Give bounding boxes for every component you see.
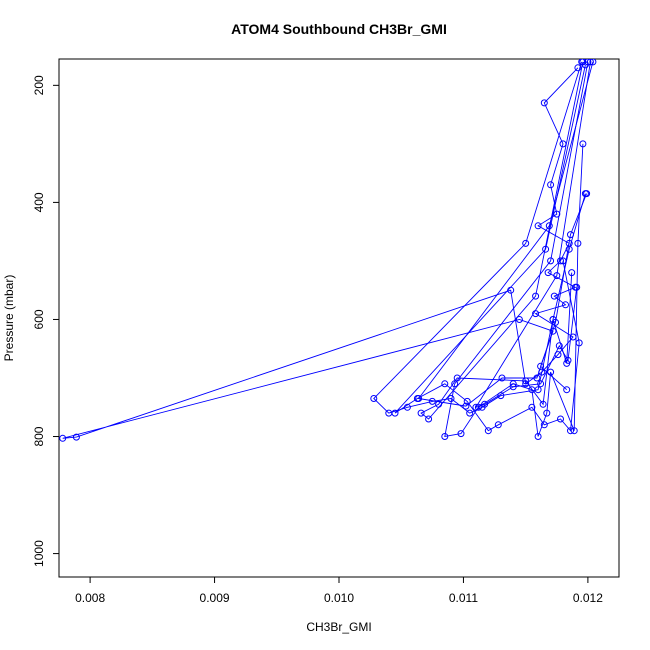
data-point <box>534 222 542 230</box>
data-point <box>472 403 480 411</box>
data-point <box>562 301 569 309</box>
data-point <box>522 239 530 247</box>
data-point <box>534 433 542 440</box>
data-point <box>509 383 517 391</box>
data-point <box>547 368 555 376</box>
x-tick-label: 0.010 <box>324 591 354 605</box>
data-point <box>584 59 592 66</box>
data-point <box>563 386 571 394</box>
data-point <box>441 380 449 388</box>
data-point <box>462 402 470 410</box>
series-line <box>444 61 589 438</box>
chart-title: ATOM4 Southbound CH3Br_GMI <box>231 21 447 37</box>
data-point <box>540 99 548 107</box>
data-point <box>570 427 578 435</box>
data-point <box>574 239 582 247</box>
data-point <box>72 433 80 441</box>
data-point <box>547 181 555 189</box>
data-point <box>544 269 552 277</box>
data-point <box>484 427 492 435</box>
plot-area <box>59 59 597 442</box>
data-point <box>574 64 582 72</box>
data-point <box>540 421 548 429</box>
data-point <box>549 327 557 335</box>
data-point <box>466 409 474 417</box>
data-point <box>391 409 399 417</box>
data-point <box>557 257 564 265</box>
data-point <box>557 415 564 423</box>
series-line <box>420 61 584 420</box>
data-point <box>553 272 561 280</box>
data-point <box>568 269 576 277</box>
x-tick-label: 0.008 <box>75 591 105 605</box>
data-point <box>550 292 558 300</box>
data-point <box>537 362 545 370</box>
data-point <box>586 59 594 66</box>
series-line <box>394 64 586 432</box>
data-point <box>457 430 465 438</box>
data-point <box>567 427 574 435</box>
data-point <box>564 356 572 364</box>
x-tick-label: 0.012 <box>573 591 603 605</box>
series-group <box>59 59 597 442</box>
data-point <box>545 222 553 230</box>
y-axis-label: Pressure (mbar) <box>2 275 16 362</box>
y-tick-label: 600 <box>32 309 46 329</box>
data-point <box>417 409 425 417</box>
data-point <box>533 374 541 382</box>
data-point <box>573 283 581 291</box>
data-point <box>528 386 536 394</box>
series-line <box>474 61 591 409</box>
data-point <box>441 433 449 440</box>
data-point <box>589 59 597 66</box>
data-point <box>498 374 506 382</box>
y-tick-label: 400 <box>32 192 46 212</box>
data-point <box>453 374 461 382</box>
data-point <box>515 316 523 323</box>
series-line <box>62 67 579 439</box>
data-point <box>59 434 67 442</box>
x-tick-label: 0.011 <box>449 591 478 605</box>
data-point <box>543 409 551 417</box>
data-point <box>555 342 563 350</box>
y-tick-label: 1000 <box>32 540 46 567</box>
data-point <box>528 403 536 411</box>
data-point <box>552 318 559 326</box>
x-tick-label: 0.009 <box>200 591 230 605</box>
data-point <box>370 395 378 402</box>
data-point <box>537 380 545 388</box>
data-point <box>565 245 573 253</box>
y-tick-label: 800 <box>32 426 46 446</box>
plot-frame <box>58 58 620 578</box>
data-point <box>425 415 433 423</box>
series-line <box>417 61 594 407</box>
data-point <box>539 400 547 408</box>
data-point <box>579 59 587 66</box>
x-axis-label: CH3Br_GMI <box>306 620 371 634</box>
data-point <box>532 292 540 300</box>
y-tick-label: 200 <box>32 75 46 95</box>
y-axis: 200 400 600 800 1000 <box>32 75 59 567</box>
data-point <box>567 231 574 239</box>
data-point <box>494 421 502 429</box>
data-point <box>463 397 471 405</box>
data-point <box>415 395 423 402</box>
data-point <box>583 190 591 198</box>
data-point <box>481 400 489 408</box>
x-axis: 0.008 0.009 0.010 0.011 0.012 <box>75 577 603 605</box>
data-point <box>547 257 555 265</box>
data-point <box>579 140 587 148</box>
